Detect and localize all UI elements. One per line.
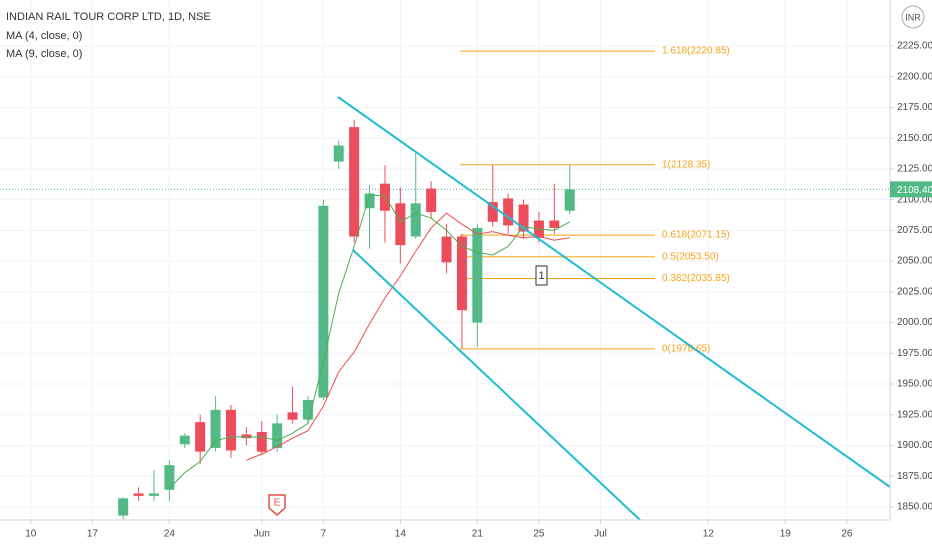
label-marker: 1 [535,265,548,286]
y-tick-label: 1875.00 [897,471,932,482]
fib-label: 0(1978.65) [662,343,710,354]
candle-body [133,493,144,496]
trend-line [337,96,891,488]
x-tick-label: 14 [395,529,407,540]
fib-label: 0.5(2053.50) [662,251,719,262]
fib-label: 0.382(2035.85) [662,273,730,284]
marker-box [535,265,548,286]
candle-body [318,205,329,398]
trend-line [352,249,641,521]
x-tick-label: 21 [472,529,484,540]
grid [0,0,890,520]
y-tick-label: 2075.00 [897,225,932,236]
y-tick-label: 2125.00 [897,164,932,175]
candle-body [364,193,375,209]
y-tick-label: 1975.00 [897,348,932,359]
candle-body [410,203,421,237]
candle-body [349,127,360,237]
candle-body [518,204,529,232]
candle-body [256,431,267,452]
candle-body [333,145,344,162]
currency-circle[interactable] [901,5,925,29]
candle-body [472,227,483,323]
y-tick-label: 1950.00 [897,379,932,390]
candle-body [179,435,190,445]
candle-body [549,220,560,228]
moving-average [246,212,570,461]
y-tick-label: 1850.00 [897,502,932,513]
candle-body [426,188,437,212]
x-tick-label: 17 [87,529,99,540]
x-tick-label: 24 [164,529,176,540]
candle-body [148,493,159,496]
y-tick-label: 2225.00 [897,41,932,52]
y-tick-label: 2000.00 [897,317,932,328]
y-tick-label: 2175.00 [897,102,932,113]
candle-body [195,422,206,452]
legend: INDIAN RAIL TOUR CORP LTD, 1D, NSE MA (4… [6,11,211,60]
candle-body [456,236,467,311]
chart-title: INDIAN RAIL TOUR CORP LTD, 1D, NSE [6,11,211,23]
currency-text[interactable]: INR [905,12,921,22]
last-price-box [890,181,932,198]
candle-body [395,203,406,246]
x-tick-label: Jul [594,529,607,540]
candle-body [379,183,390,211]
x-tick-label: Jun [254,529,270,540]
legend-entry: MA (4, close, 0) [6,30,82,42]
candle-body [241,434,252,439]
y-tick-label: 1900.00 [897,440,932,451]
fib-label: 1(2128.35) [662,159,710,170]
currency-badge[interactable]: INR [901,5,925,29]
y-tick-label: 1925.00 [897,409,932,420]
candle-body [164,465,175,490]
last-price-label: 2108.40 [897,185,932,196]
x-tick-label: 19 [780,529,792,540]
y-tick-label: 2050.00 [897,256,932,267]
y-tick-label: 2150.00 [897,133,932,144]
candle-body [487,202,498,222]
candle-body [503,198,514,226]
y-tick-label: 2200.00 [897,71,932,82]
axes: 1850.00 1875.00 1900.00 1925.00 1950.00 1975.… [25,41,932,540]
moving-average [169,194,570,489]
x-tick-label: 25 [533,529,545,540]
x-tick-label: 12 [703,529,715,540]
plot-area: 1.618(2220.85) 1(2128.35) 0.618(2071.15) 0.… [0,46,890,520]
y-tick-label: 2025.00 [897,286,932,297]
candle-body [210,409,221,448]
candle-body [287,412,298,420]
candle-body [272,423,283,448]
earnings-badge [268,494,286,516]
fib-label: 1.618(2220.85) [662,46,730,57]
candle-body [441,236,452,263]
earnings-marker: E [268,494,286,516]
candle-body [302,400,313,420]
legend-entry: MA (9, close, 0) [6,48,82,60]
x-tick-label: 26 [841,529,853,540]
x-tick-label: 10 [25,529,37,540]
fib-label: 0.618(2071.15) [662,230,730,241]
earnings-text: E [274,498,281,509]
y-tick-label: 2100.00 [897,194,932,205]
candle-body [564,189,575,211]
candle-body [225,409,236,451]
candle-body [118,498,129,516]
marker-text: 1 [538,270,544,282]
x-tick-label: 7 [321,529,327,540]
